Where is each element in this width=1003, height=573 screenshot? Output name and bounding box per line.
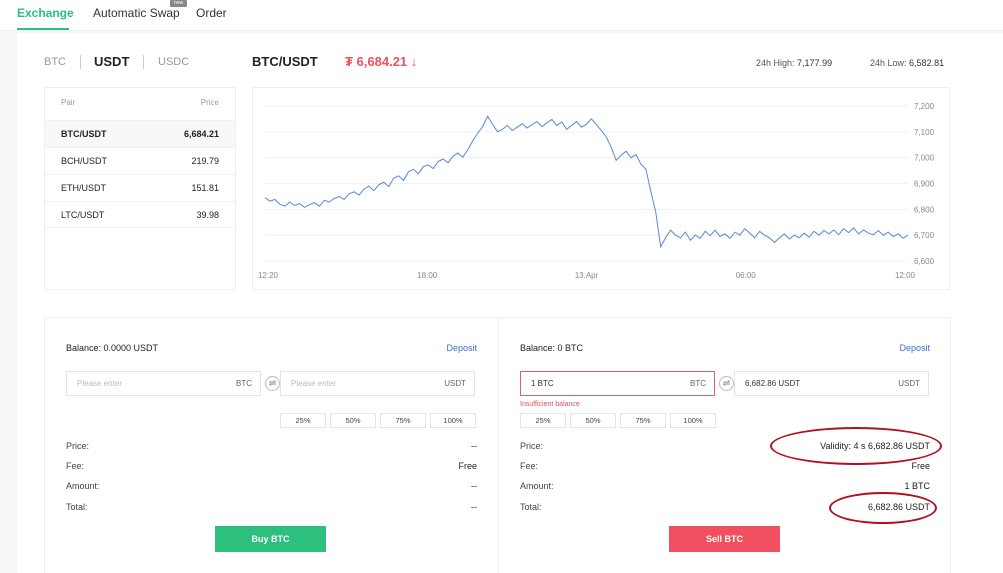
low-24h-value: 6,582.81 <box>909 58 945 68</box>
pair-name: LTC/USDT <box>61 210 105 220</box>
tab-exchange[interactable]: Exchange <box>17 6 74 20</box>
sell-pct-50-button[interactable]: 50% <box>570 413 616 428</box>
quote-tab-usdc[interactable]: USDC <box>158 56 190 68</box>
sell-total-label: Total: <box>520 502 542 512</box>
buy-pct-50-button[interactable]: 50% <box>330 413 376 428</box>
sell-total-input[interactable] <box>735 372 885 395</box>
sell-pct-100-button[interactable]: 100% <box>670 413 716 428</box>
y-tick-label: 7,200 <box>914 102 935 111</box>
buy-total-value: -- <box>471 502 477 512</box>
pair-row-ltc-usdt[interactable]: LTC/USDT 39.98 <box>45 201 235 228</box>
exchange-main: BTC USDT USDC BTC/USDT ₮ 6,684.21 ↓ 24h … <box>17 33 1003 573</box>
sell-total-field[interactable]: USDT <box>734 371 929 396</box>
low-24h-stat: 24h Low: 6,582.81 <box>870 58 944 68</box>
buy-btc-button[interactable]: Buy BTC <box>215 526 326 552</box>
buy-amount-unit: BTC <box>236 379 252 388</box>
sell-deposit-link[interactable]: Deposit <box>899 343 930 353</box>
sell-total-unit: USDT <box>898 379 920 388</box>
y-tick-label: 6,700 <box>914 231 935 240</box>
tab-automatic-swap[interactable]: Automatic Swap <box>93 6 180 20</box>
new-badge: new <box>170 0 187 7</box>
col-pair-header: Pair <box>61 98 76 107</box>
sell-swap-icon[interactable]: ⇌ <box>719 376 734 391</box>
high-24h-label: 24h High: <box>756 58 795 68</box>
y-tick-label: 6,800 <box>914 205 935 214</box>
x-tick-label: 13.Apr <box>575 271 599 280</box>
buy-balance: Balance: 0.0000 USDT <box>66 343 159 353</box>
buy-panel: Balance: 0.0000 USDT Deposit BTC ⇌ USDT … <box>45 318 498 573</box>
buy-amount-field[interactable]: BTC <box>66 371 261 396</box>
pair-name: BCH/USDT <box>61 156 108 166</box>
buy-fee-value: Free <box>458 461 477 471</box>
buy-total-label: Total: <box>66 502 88 512</box>
low-24h-label: 24h Low: <box>870 58 907 68</box>
col-price-header: Price <box>200 98 219 107</box>
x-tick-label: 12:20 <box>258 271 279 280</box>
sell-amount-value: 1 BTC <box>904 481 930 491</box>
quote-tab-btc[interactable]: BTC <box>44 56 66 68</box>
y-tick-label: 6,900 <box>914 180 935 189</box>
high-24h-value: 7,177.99 <box>797 58 833 68</box>
pair-row-bch-usdt[interactable]: BCH/USDT 219.79 <box>45 147 235 174</box>
buy-total-field[interactable]: USDT <box>280 371 475 396</box>
pair-row-btc-usdt[interactable]: BTC/USDT 6,684.21 <box>45 120 235 147</box>
top-navigation: Exchange Automatic Swap new Order <box>0 0 1003 31</box>
buy-price-label: Price: <box>66 441 90 451</box>
pair-price: 219.79 <box>191 156 219 166</box>
sell-pct-75-button[interactable]: 75% <box>620 413 666 428</box>
pair-row-eth-usdt[interactable]: ETH/USDT 151.81 <box>45 174 235 201</box>
y-tick-label: 6,600 <box>914 257 935 266</box>
high-24h-stat: 24h High: 7,177.99 <box>756 58 832 68</box>
sell-pct-25-button[interactable]: 25% <box>520 413 566 428</box>
pair-name: ETH/USDT <box>61 183 106 193</box>
sell-amount-label: Amount: <box>520 481 554 491</box>
pair-name: BTC/USDT <box>61 129 107 139</box>
y-tick-label: 7,100 <box>914 128 935 137</box>
pair-price: 151.81 <box>191 183 219 193</box>
sell-fee-label: Fee: <box>520 461 539 471</box>
x-tick-label: 06:00 <box>736 271 757 280</box>
pair-price: 39.98 <box>196 210 219 220</box>
sell-amount-input[interactable] <box>521 372 671 395</box>
pair-list: Pair Price BTC/USDT 6,684.21 BCH/USDT 21… <box>44 87 236 290</box>
buy-total-unit: USDT <box>444 379 466 388</box>
price-chart: 6,600 6,700 6,800 6,900 7,000 7,100 7,200 12:20… <box>252 87 950 290</box>
buy-pct-25-button[interactable]: 25% <box>280 413 326 428</box>
buy-amount-value: -- <box>471 481 477 491</box>
buy-total-input[interactable] <box>281 372 431 395</box>
price-chart-svg: 6,600 6,700 6,800 6,900 7,000 7,100 7,200 12:20… <box>258 102 935 280</box>
buy-swap-icon[interactable]: ⇌ <box>265 376 280 391</box>
x-tick-label: 18:00 <box>417 271 438 280</box>
buy-amount-input[interactable] <box>67 372 217 395</box>
annotation-oval-total <box>829 492 937 524</box>
buy-pct-100-button[interactable]: 100% <box>430 413 476 428</box>
sell-btc-button[interactable]: Sell BTC <box>669 526 780 552</box>
buy-price-value: -- <box>471 441 477 451</box>
pair-list-header: Pair Price <box>45 88 235 120</box>
last-price: ₮ 6,684.21 ↓ <box>345 54 418 69</box>
sell-balance: Balance: 0 BTC <box>520 343 584 353</box>
pair-title: BTC/USDT <box>252 54 318 69</box>
x-tick-label: 12:00 <box>895 271 916 280</box>
price-line-series <box>264 115 909 249</box>
sell-amount-unit: BTC <box>690 379 706 388</box>
annotation-oval-validity <box>770 427 942 465</box>
y-tick-label: 7,000 <box>914 154 935 163</box>
tab-order[interactable]: Order <box>196 6 227 20</box>
insufficient-balance-error: Insufficient balance <box>520 401 580 408</box>
active-tab-underline <box>17 28 69 30</box>
sell-fee-value: Free <box>911 461 930 471</box>
tab-divider <box>80 55 81 69</box>
sell-price-label: Price: <box>520 441 544 451</box>
trade-panel: Balance: 0.0000 USDT Deposit BTC ⇌ USDT … <box>44 317 951 573</box>
quote-tab-usdt[interactable]: USDT <box>94 54 130 69</box>
sell-panel: Balance: 0 BTC Deposit BTC ⇌ USDT Insuff… <box>498 318 951 573</box>
pair-price: 6,684.21 <box>183 129 219 139</box>
buy-fee-label: Fee: <box>66 461 85 471</box>
buy-amount-label: Amount: <box>66 481 100 491</box>
buy-pct-75-button[interactable]: 75% <box>380 413 426 428</box>
sell-amount-field[interactable]: BTC <box>520 371 715 396</box>
buy-deposit-link[interactable]: Deposit <box>446 343 477 353</box>
tab-divider <box>143 55 144 69</box>
